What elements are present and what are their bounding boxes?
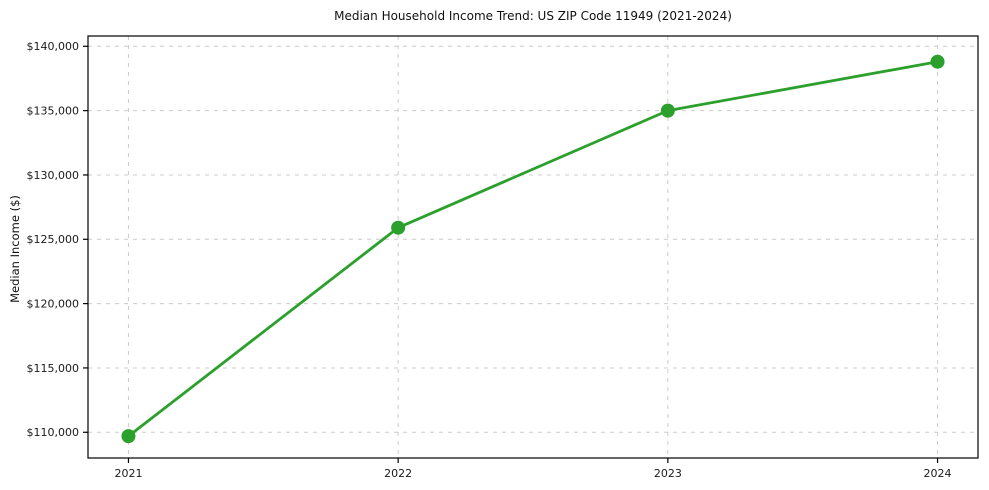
income-trend-line (127, 60, 939, 438)
y-tick-label: $115,000 (27, 362, 80, 375)
plot-border (87, 35, 979, 459)
y-tick-label: $130,000 (27, 169, 80, 182)
y-tick-label: $120,000 (27, 297, 80, 310)
chart-title: Median Household Income Trend: US ZIP Co… (334, 9, 732, 23)
data-point-2023 (660, 103, 675, 118)
y-tick-label: $110,000 (27, 426, 80, 439)
y-tick-label: $140,000 (27, 40, 80, 53)
y-tick-label: $125,000 (27, 233, 80, 246)
data-point-2022 (391, 220, 406, 235)
x-tick-label: 2022 (384, 467, 412, 480)
y-tick-label: $135,000 (27, 104, 80, 117)
data-point-2021 (121, 429, 136, 444)
data-point-2024 (930, 54, 945, 69)
y-axis-label: Median Income ($) (8, 195, 22, 303)
x-tick-label: 2023 (654, 467, 682, 480)
x-tick-label: 2021 (114, 467, 142, 480)
x-tick-label: 2024 (924, 467, 952, 480)
